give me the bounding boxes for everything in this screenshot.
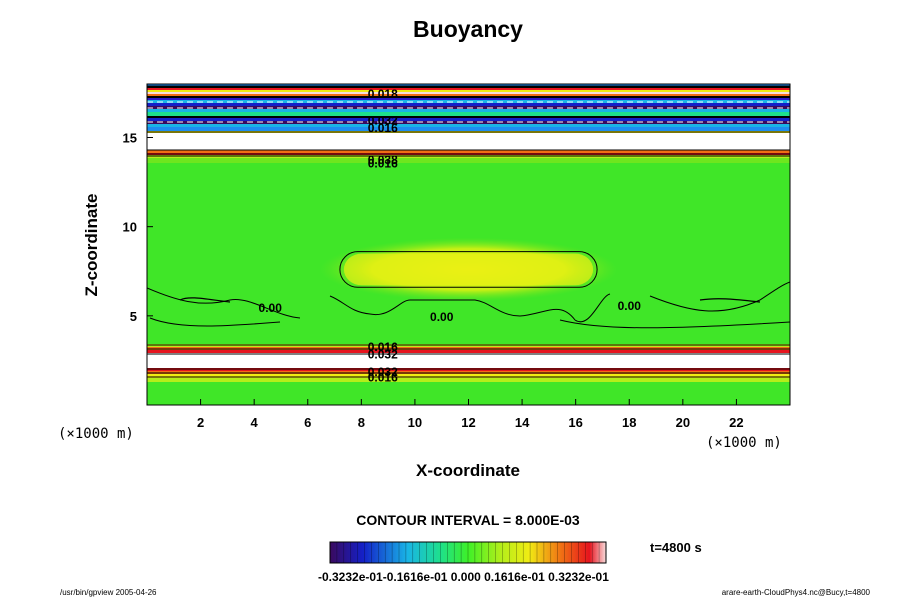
x-tick-label: 4: [251, 415, 259, 430]
contour-label: 0.038: [368, 153, 398, 167]
x-tick-label: 8: [358, 415, 365, 430]
buoyancy-band: [147, 103, 790, 106]
buoyancy-band: [147, 112, 790, 116]
contour-label: 0.016: [368, 121, 398, 135]
buoyancy-band: [147, 84, 790, 86]
contour-label: 0.00: [259, 301, 283, 315]
x-tick-label: 22: [729, 415, 743, 430]
buoyancy-band: [147, 158, 790, 163]
buoyancy-band: [147, 378, 790, 382]
x-tick-label: 20: [676, 415, 690, 430]
x-tick-label: 6: [304, 415, 311, 430]
x-tick-label: 12: [461, 415, 475, 430]
buoyancy-band: [147, 124, 790, 127]
y-tick-label: 10: [123, 220, 137, 235]
zero-contour: [147, 281, 790, 323]
contour-label: 0.032: [368, 365, 398, 379]
x-tick-label: 16: [568, 415, 582, 430]
footer-left: /usr/bin/gpview 2005-04-26: [60, 588, 157, 597]
small-contour: [179, 297, 761, 303]
buoyancy-band: [147, 88, 790, 90]
buoyancy-band: [147, 86, 790, 88]
buoyancy-band: [147, 374, 790, 378]
buoyancy-band: [147, 94, 790, 96]
contour-label: 0.032: [368, 347, 398, 361]
anomaly-core: [343, 253, 594, 286]
contour-interval: CONTOUR INTERVAL = 8.000E-03: [356, 512, 580, 528]
x-tick-label: 14: [515, 415, 530, 430]
buoyancy-band: [147, 109, 790, 112]
buoyancy-band: [147, 127, 790, 131]
contour-label: 0.00: [618, 299, 642, 313]
colorbar-tick-labels: -0.3232e-01-0.1616e-01 0.000 0.1616e-01 …: [318, 570, 609, 584]
x-scale-unit: (×1000 m): [58, 426, 134, 442]
chart-title: Buoyancy: [413, 16, 523, 42]
contour-label: 0.016: [368, 340, 398, 354]
x-axis-label: X-coordinate: [416, 461, 520, 480]
y-tick-label: 15: [123, 131, 137, 146]
x-tick-label: 10: [408, 415, 422, 430]
buoyancy-band: [147, 353, 790, 368]
contour-label: 0.018: [368, 87, 398, 101]
contour-label: 0.00: [430, 310, 454, 324]
buoyancy-band: [147, 92, 790, 94]
time-label: t=4800 s: [650, 540, 702, 555]
buoyancy-band: [147, 98, 790, 100]
anomaly-contour: [339, 251, 598, 288]
y-tick-label: 5: [130, 309, 137, 324]
contour-label: 0.016: [368, 156, 398, 170]
x-tick-label: 18: [622, 415, 636, 430]
contour-label: 0.016: [368, 370, 398, 384]
contour-label: 0.032: [368, 114, 398, 128]
buoyancy-band: [147, 350, 790, 353]
x-tick-label: 2: [197, 415, 204, 430]
buoyancy-band: [147, 118, 790, 121]
buoyancy-band: [147, 150, 790, 153]
zero-contour-lower: [149, 317, 790, 329]
footer-right: arare-earth-CloudPhys4.nc@Bucy,t=4800: [721, 588, 870, 597]
buoyancy-band: [147, 133, 790, 150]
buoyancy-band: [147, 90, 790, 92]
x-unit-label: (×1000 m): [706, 435, 782, 451]
